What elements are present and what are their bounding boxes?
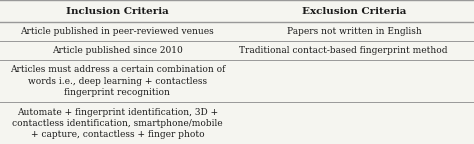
Text: Automate + fingerprint identification, 3D +
contactless identification, smartpho: Automate + fingerprint identification, 3… <box>12 108 223 139</box>
Text: Papers not written in English: Papers not written in English <box>287 27 422 36</box>
Text: Exclusion Criteria: Exclusion Criteria <box>302 7 407 16</box>
Text: Article published since 2010: Article published since 2010 <box>52 46 182 55</box>
Text: Article published in peer-reviewed venues: Article published in peer-reviewed venue… <box>20 27 214 36</box>
Text: Traditional contact-based fingerprint method: Traditional contact-based fingerprint me… <box>239 46 448 55</box>
Text: Inclusion Criteria: Inclusion Criteria <box>66 7 169 16</box>
Text: Articles must address a certain combination of
words i.e., deep learning + conta: Articles must address a certain combinat… <box>9 65 225 97</box>
